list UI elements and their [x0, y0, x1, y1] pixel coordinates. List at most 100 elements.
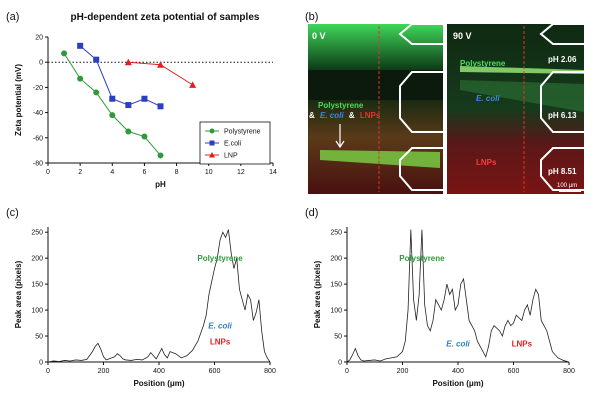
y-axis-label: Peak area (pixels): [313, 260, 322, 328]
x-axis-label: Position (μm): [432, 379, 483, 388]
micrograph-left-amp-1: &: [309, 111, 315, 120]
y-tick-label: 100: [330, 308, 342, 315]
y-tick-label: 100: [31, 308, 43, 315]
data-point: [61, 50, 68, 57]
data-point: [157, 103, 164, 110]
data-point: [157, 61, 164, 68]
data-point: [125, 128, 132, 135]
chart-a-title: pH-dependent zeta potential of samples: [71, 12, 260, 23]
x-tick-label: 12: [237, 169, 245, 176]
legend-marker: [209, 152, 215, 158]
data-point: [125, 102, 132, 109]
y-tick-label: -40: [33, 110, 43, 117]
micrograph-left-green-region: [308, 24, 443, 70]
micrograph-left-arrow: [335, 124, 345, 149]
profile-line: [47, 229, 271, 363]
x-tick-label: 200: [98, 368, 110, 375]
legend-marker: [209, 140, 215, 146]
x-tick-label: 8: [175, 169, 179, 176]
x-tick-label: 600: [209, 368, 221, 375]
y-tick-label: 50: [334, 334, 342, 341]
legend-marker: [209, 128, 215, 134]
micrograph-right: 90 V Polystyrene E. coli LNPs pH 2.06 pH…: [447, 23, 584, 194]
annotation-label: Polystyrene: [399, 254, 445, 263]
micrograph-right-channel-edge-top: [539, 23, 584, 45]
x-tick-label: 2: [78, 169, 82, 176]
micrograph-left-channel-edge-bottom: [399, 147, 443, 191]
legend-entry-label: Polystyrene: [224, 129, 261, 136]
y-tick-label: 50: [35, 334, 43, 341]
annotation-label: LNPs: [210, 337, 231, 346]
y-tick-label: 0: [39, 360, 43, 367]
micrograph-right-channel-edge-mid: [540, 71, 584, 133]
x-tick-label: 400: [452, 368, 464, 375]
y-tick-label: -60: [33, 135, 43, 142]
x-tick-label: 0: [46, 368, 50, 375]
micrograph-left-bright-stream: [320, 150, 440, 168]
x-tick-label: 800: [563, 368, 575, 375]
micrograph-right-voltage: 90 V: [453, 31, 472, 41]
data-point: [77, 75, 84, 82]
data-point: [157, 152, 164, 159]
micrograph-left-amp-2: &: [349, 111, 355, 120]
micrograph-left-label-polystyrene: Polystyrene: [318, 101, 364, 110]
chart-a: 0 2 4 6 8 10 12 14 20 0 -20 -40 -60 -80 pH Zeta potenti…: [14, 12, 277, 189]
data-point: [141, 133, 148, 140]
data-point: [109, 112, 116, 119]
micrograph-right-scalebar-label: 100 μm: [557, 183, 577, 189]
y-tick-label: 0: [39, 60, 43, 67]
profile-line: [346, 229, 570, 363]
micrograph-right-ph-1: pH 2.06: [548, 55, 577, 64]
legend-entry-label: LNP: [224, 153, 238, 160]
annotation-label: E. coli: [446, 339, 470, 348]
data-point: [93, 89, 100, 96]
micrograph-panel: 0 V Polystyrene & E. coli & LNPs 90 V Po…: [308, 23, 584, 194]
series-line-polystyrene: [63, 53, 161, 156]
x-axis-label: pH: [155, 180, 166, 189]
micrograph-right-background: [447, 24, 584, 194]
series-line-ecoli: [79, 45, 161, 107]
micrograph-right-ecoli-stream: [460, 80, 584, 112]
y-tick-label: 200: [31, 256, 43, 263]
x-tick-label: 0: [345, 368, 349, 375]
x-tick-label: 6: [142, 169, 146, 176]
panel-label-d: (d): [305, 207, 318, 219]
micrograph-left: 0 V Polystyrene & E. coli & LNPs: [308, 23, 443, 194]
micrograph-left-label-lnps: LNPs: [360, 111, 381, 120]
chart-d: 0 200 400 600 800 0 50 100 150 200 250 Position (μm…: [313, 227, 575, 388]
annotation-label: E. coli: [208, 321, 232, 330]
data-point: [189, 81, 197, 88]
y-tick-label: 0: [338, 360, 342, 367]
data-point: [141, 95, 148, 102]
micrograph-right-ph-2: pH 6.13: [548, 111, 577, 120]
micrograph-right-label-polystyrene: Polystyrene: [460, 59, 506, 68]
micrograph-right-label-lnps: LNPs: [476, 158, 497, 167]
panel-label-b: (b): [305, 11, 318, 23]
y-tick-label: 150: [31, 282, 43, 289]
data-point: [77, 42, 84, 49]
y-tick-label: 250: [31, 230, 43, 237]
panel-label-a: (a): [6, 11, 19, 23]
x-tick-label: 10: [205, 169, 213, 176]
annotation-label: LNPs: [512, 339, 533, 348]
data-point: [109, 95, 116, 102]
x-tick-label: 200: [397, 368, 409, 375]
x-tick-label: 800: [264, 368, 276, 375]
y-tick-label: -80: [33, 161, 43, 168]
micrograph-left-channel-edge-top: [398, 23, 443, 45]
data-point: [93, 56, 100, 63]
x-tick-label: 4: [110, 169, 114, 176]
micrograph-right-channel-edge-bottom: [540, 147, 584, 191]
micrograph-left-label-ecoli: E. coli: [320, 111, 344, 120]
x-tick-label: 0: [46, 169, 50, 176]
y-tick-label: 150: [330, 282, 342, 289]
data-point: [124, 58, 132, 66]
x-axis-label: Position (μm): [133, 379, 184, 388]
y-tick-label: -20: [33, 85, 43, 92]
x-tick-label: 400: [153, 368, 165, 375]
y-tick-label: 20: [35, 35, 43, 42]
micrograph-left-voltage: 0 V: [312, 31, 326, 41]
chart-c: 0 200 400 600 800 0 50 100 150 200 250 Position (μm…: [14, 227, 276, 388]
y-tick-label: 250: [330, 230, 342, 237]
